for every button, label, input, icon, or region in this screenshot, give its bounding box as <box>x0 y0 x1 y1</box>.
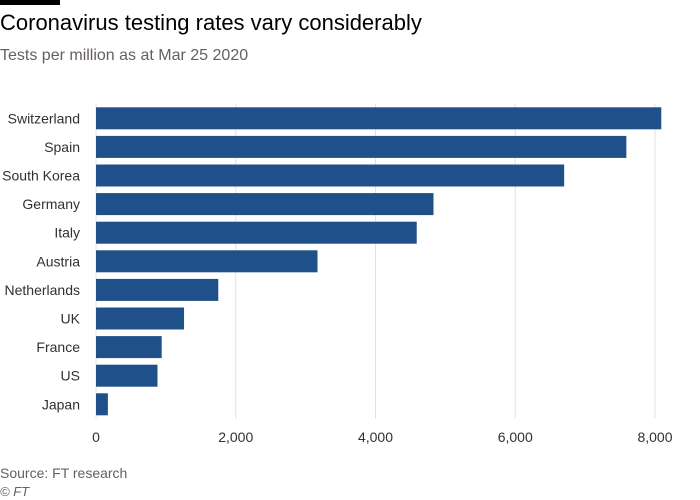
x-tick-label: 2,000 <box>218 429 253 445</box>
x-tick-label: 6,000 <box>498 429 533 445</box>
category-label: Germany <box>22 196 80 212</box>
copyright-credit: © FT <box>0 484 30 499</box>
bar-austria <box>96 250 318 273</box>
top-rule <box>0 0 60 5</box>
source-note: Source: FT research <box>0 465 128 481</box>
x-tick-label: 0 <box>92 429 100 445</box>
bar-germany <box>96 193 434 216</box>
category-label: Austria <box>36 253 80 269</box>
bars <box>96 107 662 416</box>
bar-italy <box>96 221 417 244</box>
x-axis-ticks: 0 2,000 4,000 6,000 8,000 <box>92 429 673 445</box>
category-label: UK <box>61 311 81 327</box>
chart-title: Coronavirus testing rates vary considera… <box>0 10 422 35</box>
category-label: US <box>61 368 80 384</box>
x-tick-label: 8,000 <box>637 429 672 445</box>
category-label: Italy <box>54 225 80 241</box>
bar-us <box>96 364 158 387</box>
category-label: Japan <box>42 396 80 412</box>
category-label: France <box>36 339 80 355</box>
category-label: Netherlands <box>5 282 81 298</box>
category-label: Switzerland <box>8 110 80 126</box>
bar-france <box>96 336 162 359</box>
bar-netherlands <box>96 278 219 301</box>
bar-spain <box>96 135 627 158</box>
bar-japan <box>96 393 108 416</box>
chart-subtitle: Tests per million as at Mar 25 2020 <box>0 47 249 64</box>
category-label: South Korea <box>2 168 80 184</box>
bar-uk <box>96 307 185 330</box>
category-label: Spain <box>44 139 80 155</box>
x-tick-label: 4,000 <box>358 429 393 445</box>
bar-south-korea <box>96 164 565 187</box>
category-labels: Switzerland Spain South Korea Germany Italy A… <box>2 110 81 412</box>
bar-switzerland <box>96 107 662 130</box>
